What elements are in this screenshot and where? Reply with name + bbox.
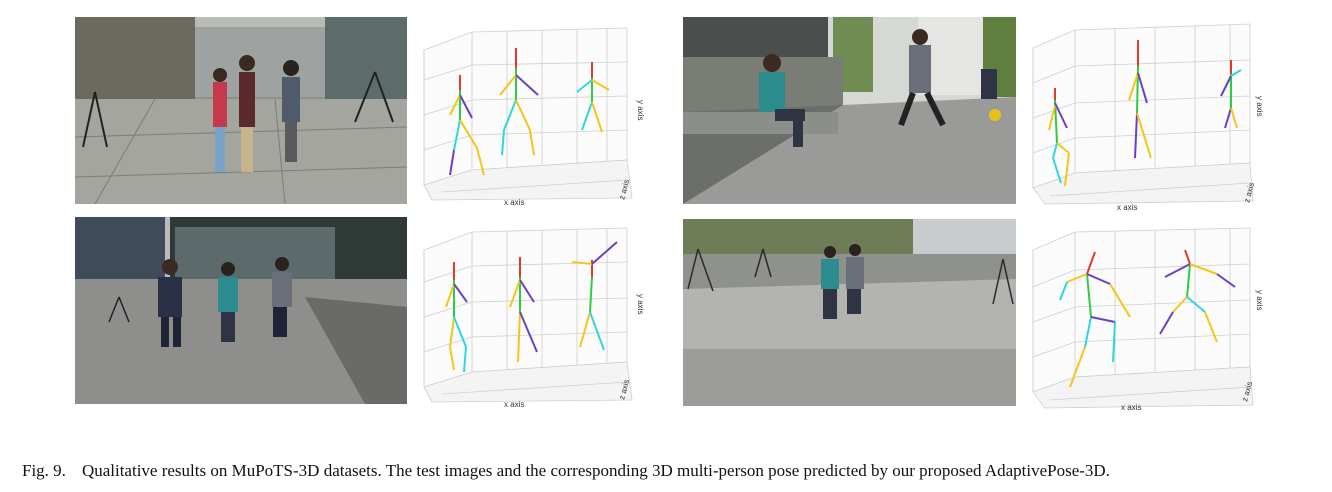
- test-image-1: [75, 17, 407, 204]
- pose-plot-3: x axis y axis z axis: [412, 222, 644, 412]
- y-axis-label: y axis: [1255, 96, 1264, 116]
- x-axis-label: x axis: [1121, 403, 1141, 412]
- pose-plot-1: x axis y axis z axis: [412, 20, 644, 210]
- figure-label: Fig. 9.: [22, 461, 66, 480]
- x-axis-label: x axis: [1117, 203, 1137, 212]
- x-axis-label: x axis: [504, 198, 524, 207]
- x-axis-label: x axis: [504, 400, 524, 409]
- test-image-2: [683, 17, 1016, 204]
- pose-plot-4: x axis y axis z axis: [1025, 222, 1265, 418]
- pose-plot-2: x axis y axis z axis: [1025, 18, 1265, 214]
- figure-caption: Fig. 9. Qualitative results on MuPoTS-3D …: [22, 461, 1322, 481]
- y-axis-label: y axis: [1255, 290, 1264, 310]
- test-image-4: [683, 219, 1016, 406]
- test-image-3: [75, 217, 407, 404]
- y-axis-label: y axis: [636, 294, 644, 314]
- caption-text: Qualitative results on MuPoTS-3D dataset…: [81, 461, 1110, 480]
- y-axis-label: y axis: [636, 100, 644, 120]
